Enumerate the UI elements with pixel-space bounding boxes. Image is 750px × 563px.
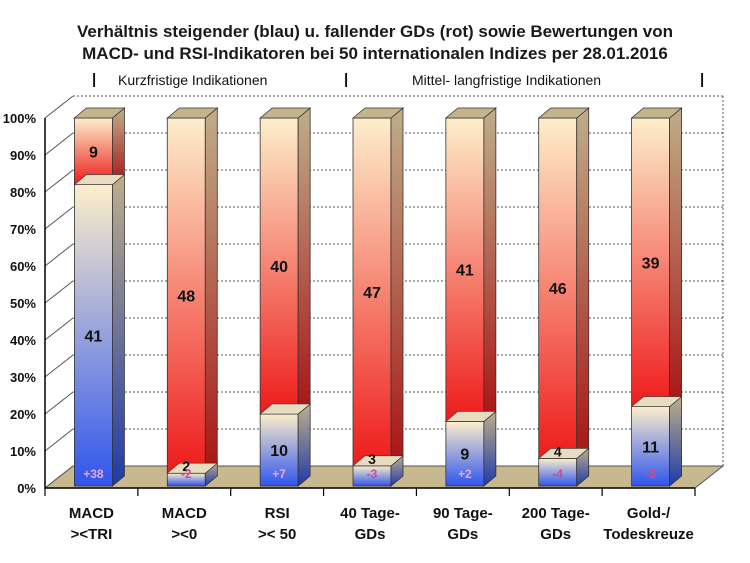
section-label-short-term: Kurzfristige Indikationen — [118, 72, 268, 88]
bar-side-falling — [483, 107, 497, 423]
bar-segment-divider — [445, 411, 497, 422]
gridline-diagonal — [44, 169, 74, 193]
chart-title-line2: MACD- und RSI-Indikatoren bei 50 interna… — [82, 44, 668, 63]
bar-top — [444, 107, 497, 119]
bar-segment-divider — [73, 174, 126, 185]
value-label-falling: 9 — [89, 144, 98, 161]
net-value-label: -3 — [367, 467, 378, 481]
x-category-label: >< 50 — [258, 526, 296, 543]
net-value-label: -2 — [181, 467, 192, 481]
value-label-falling: 46 — [549, 281, 567, 298]
y-tick-label: 50% — [10, 296, 36, 311]
gridline-diagonal — [44, 354, 74, 378]
bar-side-falling — [112, 107, 125, 186]
value-label-falling: 39 — [642, 255, 660, 272]
bar-segment-divider — [352, 455, 404, 467]
bar-segment-rising — [259, 413, 299, 487]
value-label-rising: 2 — [182, 458, 190, 474]
x-category-label: GDs — [355, 526, 386, 543]
bar-side-rising — [483, 410, 497, 487]
net-value-label: -3 — [645, 467, 656, 481]
y-tick-label: 100% — [3, 111, 37, 126]
bar-side-rising — [669, 395, 682, 487]
bar-top — [630, 107, 683, 119]
value-label-rising: 3 — [368, 451, 376, 467]
y-tick-label: 60% — [10, 259, 36, 274]
x-category-label: 90 Tage- — [433, 505, 493, 522]
bar-segment-rising — [631, 406, 670, 487]
net-value-label: +38 — [83, 467, 104, 481]
bar-side-falling — [576, 107, 590, 460]
value-label-falling: 40 — [270, 259, 288, 276]
x-category-label: ><TRI — [71, 526, 113, 543]
value-label-rising: 9 — [460, 447, 469, 464]
y-tick-label: 20% — [10, 407, 36, 422]
bar-top — [351, 107, 405, 119]
bar-segment-rising — [74, 184, 113, 487]
bar-segment-falling — [166, 117, 206, 474]
y-tick-label: 10% — [10, 444, 36, 459]
net-value-label: +2 — [458, 467, 472, 481]
y-tick-label: 80% — [10, 185, 36, 200]
section-divider-3: | — [700, 71, 705, 88]
y-tick-label: 70% — [10, 222, 36, 237]
bar-segment-divider — [537, 448, 590, 459]
bar-segment-falling — [445, 117, 485, 422]
x-category-label: 40 Tage- — [340, 505, 400, 522]
value-label-falling: 41 — [456, 263, 474, 280]
gridline-diagonal — [44, 428, 74, 452]
gridline-diagonal — [44, 206, 74, 230]
y-tick-label: 30% — [10, 370, 36, 385]
x-category-label: RSI — [265, 505, 290, 522]
bar-side-falling — [204, 107, 218, 475]
bar-top — [537, 107, 590, 119]
gridline-diagonal — [44, 95, 74, 119]
bar-segment-divider — [259, 403, 311, 415]
gridline-diagonal — [44, 280, 74, 304]
x-category-label: 200 Tage- — [522, 505, 590, 522]
section-divider-2: | — [344, 71, 349, 88]
gridline-diagonal — [44, 391, 74, 415]
y-tick-label: 0% — [17, 481, 36, 496]
net-value-label: +7 — [272, 467, 286, 481]
bar-side-rising — [297, 403, 311, 487]
x-category-label: GDs — [540, 526, 571, 543]
value-label-falling: 47 — [363, 285, 381, 302]
x-category-label: Todeskreuze — [603, 526, 694, 543]
gridline-diagonal — [44, 132, 74, 156]
net-value-label: -4 — [552, 467, 563, 481]
value-label-rising: 4 — [554, 443, 562, 459]
gridline-diagonal — [44, 243, 74, 267]
x-category-label: GDs — [447, 526, 478, 543]
bar-side-falling — [390, 107, 404, 467]
x-category-label: MACD — [69, 505, 114, 522]
bar-side-rising — [112, 173, 125, 487]
value-label-rising: 11 — [642, 439, 659, 456]
bar-segment-falling — [538, 117, 578, 459]
bar-top — [259, 107, 312, 119]
bar-side-falling — [669, 107, 682, 408]
value-label-rising: 41 — [85, 328, 103, 345]
y-tick-label: 40% — [10, 333, 36, 348]
bar-segment-divider — [630, 396, 683, 407]
chart-title-line1: Verhältnis steigender (blau) u. fallende… — [76, 22, 674, 41]
value-label-falling: 48 — [177, 289, 195, 306]
value-label-rising: 10 — [270, 443, 288, 460]
x-category-label: ><0 — [171, 526, 197, 543]
bar-top — [166, 107, 219, 119]
bar-side-falling — [297, 107, 311, 415]
gridline-diagonal — [44, 317, 74, 341]
bar-segment-falling — [74, 117, 113, 185]
bar-segment-falling — [352, 117, 392, 467]
section-label-long-term: Mittel- langfristige Indikationen — [412, 72, 602, 88]
section-divider-1: | — [92, 71, 97, 88]
x-category-label: MACD — [162, 505, 207, 522]
bar-segment-falling — [631, 117, 670, 408]
bar-top — [73, 107, 126, 119]
x-category-label: Gold-/ — [627, 505, 671, 522]
bar-segment-divider — [166, 462, 219, 474]
y-tick-label: 90% — [10, 148, 36, 163]
